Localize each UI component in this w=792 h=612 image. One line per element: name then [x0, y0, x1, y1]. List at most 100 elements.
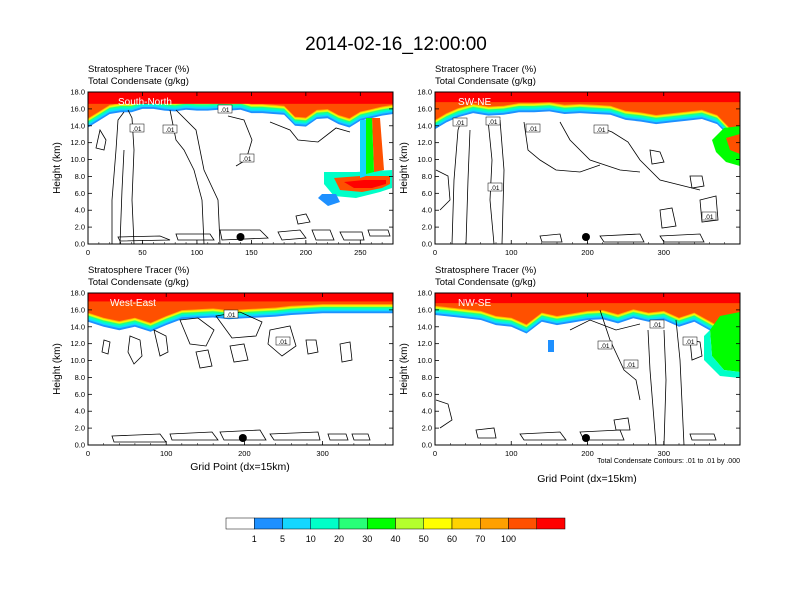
colorbar-label: 10 [306, 534, 316, 544]
contour-label: .01 [278, 339, 287, 346]
y-tick-label: 6.0 [75, 189, 85, 198]
x-tick-label: 0 [433, 449, 437, 458]
colorbar-swatch [282, 517, 311, 530]
tracer-fold-stem-edge [366, 118, 374, 174]
colorbar-label: 100 [501, 534, 516, 544]
tracer-drip [548, 340, 554, 352]
contour-label: .01 [490, 185, 499, 192]
y-tick-label: 8.0 [422, 172, 432, 181]
colorbar-label: 60 [447, 534, 457, 544]
y-tick-label: 18.0 [417, 289, 432, 298]
y-tick-label: 0.0 [422, 441, 432, 450]
tracer-shading [435, 92, 740, 150]
cross-section-label: SW-NE [458, 97, 491, 108]
contour-line [595, 125, 701, 191]
y-tick-label: 6.0 [422, 390, 432, 399]
contour-label: .01 [488, 119, 497, 126]
colorbar-label: 5 [280, 534, 285, 544]
y-tick-label: 4.0 [75, 407, 85, 416]
y-axis-label: Height (km) [399, 343, 410, 395]
tracer-side-blob [710, 312, 740, 372]
colorbar-label: 20 [334, 534, 344, 544]
contour-line [663, 329, 667, 445]
y-tick-label: 12.0 [417, 138, 432, 147]
y-tick-label: 0.0 [422, 240, 432, 249]
tracer-shading [88, 293, 393, 332]
y-axis: 0.0 2.0 4.0 6.0 8.0 10.0 12.0 14.0 16.0 18.0 [70, 88, 393, 249]
tracer-band-top [88, 92, 393, 104]
y-tick-label: 16.0 [417, 305, 432, 314]
y-tick-label: 16.0 [417, 104, 432, 113]
panel-south-north: Stratosphere Tracer (%) Total Condensate… [52, 64, 394, 257]
contour-label-box [239, 153, 255, 163]
panel-nw-se: Stratosphere Tracer (%) Total Condensate… [399, 265, 741, 485]
contour-line [267, 325, 297, 357]
condensate-contours [101, 311, 371, 443]
y-tick-label: 14.0 [417, 121, 432, 130]
contour-value-labels: .01 .01 .01 .01 [129, 104, 255, 163]
colorbar-swatch [367, 517, 396, 530]
contour-line [127, 109, 135, 244]
contour-line [599, 309, 641, 401]
contour-line [539, 233, 563, 243]
tracer-band-top [88, 293, 393, 302]
tracer-fold-red [344, 180, 386, 188]
contour-label-box [487, 182, 503, 192]
contour-line [519, 431, 567, 441]
contour-value-labels: .01 .01 [223, 309, 291, 346]
contour-line [229, 343, 249, 363]
x-tick-label: 150 [245, 248, 258, 257]
contour-label: .01 [220, 107, 229, 114]
contour-label-box [682, 336, 698, 346]
panel-title-line1: Stratosphere Tracer (%) [435, 64, 536, 75]
y-tick-label: 8.0 [75, 373, 85, 382]
x-tick-label: 100 [505, 449, 518, 458]
panel-title-line2: Total Condensate (g/kg) [435, 76, 536, 87]
plot-area [435, 293, 740, 445]
contour-line [295, 213, 311, 225]
colorbar-swatch [423, 517, 453, 530]
condensate-contours [95, 109, 391, 244]
contour-line [569, 319, 641, 331]
contour-line [119, 149, 125, 244]
contour-line [311, 229, 335, 241]
colorbar-swatch [338, 517, 368, 530]
contour-label: .01 [165, 127, 174, 134]
contour-label-box [525, 123, 541, 133]
contour-line [175, 233, 215, 241]
contour-line [175, 109, 221, 244]
contour-label-box [217, 104, 233, 114]
panel-title-line2: Total Condensate (g/kg) [88, 76, 189, 87]
contour-line [689, 175, 705, 189]
contour-line [327, 433, 349, 441]
contour-value-labels: .01 .01 .01 .01 [597, 319, 698, 369]
y-axis-label: Height (km) [399, 142, 410, 194]
y-tick-label: 10.0 [70, 356, 85, 365]
contour-label-box [223, 309, 239, 319]
contour-line [269, 431, 321, 441]
x-axis: 0 50 100 150 200 250 [86, 92, 394, 257]
x-tick-label: 0 [86, 248, 90, 257]
x-tick-label: 200 [581, 248, 594, 257]
colorbar-swatch [225, 517, 255, 530]
contour-label: .01 [455, 120, 464, 127]
colorbar-swatch [254, 517, 283, 530]
contour-line [523, 121, 601, 173]
cross-section-label: South-North [118, 97, 172, 108]
contour-line [613, 417, 631, 431]
y-tick-label: 10.0 [417, 155, 432, 164]
contour-line [169, 109, 205, 244]
colorbar-label: 1 [252, 534, 257, 544]
tracer-band-top [435, 293, 740, 304]
contour-label-box [162, 124, 178, 134]
x-tick-label: 300 [657, 248, 670, 257]
y-tick-label: 8.0 [75, 172, 85, 181]
y-tick-label: 0.0 [75, 441, 85, 450]
contour-label-box [649, 319, 665, 329]
contour-label: .01 [242, 156, 251, 163]
colorbar-labels: 1 5 10 20 30 40 50 60 70 100 [252, 534, 516, 544]
x-tick-label: 300 [316, 449, 329, 458]
contour-label: .01 [596, 127, 605, 134]
contour-line [647, 329, 657, 445]
